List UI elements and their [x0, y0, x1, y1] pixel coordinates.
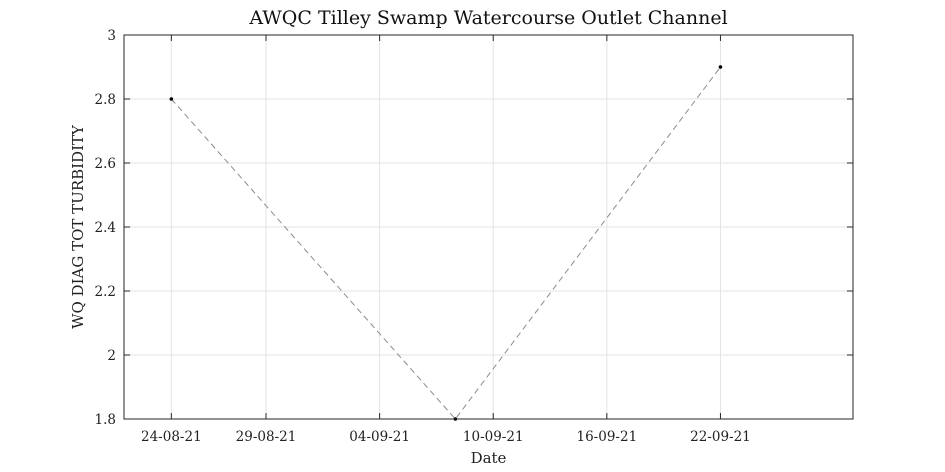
x-tick-label: 16-09-21	[577, 429, 638, 445]
series-line	[170, 66, 721, 420]
y-axis-label: WQ DIAG TOT TURBIDITY	[69, 124, 87, 329]
y-tick-label: 2	[107, 348, 116, 364]
x-tick-label: 24-08-21	[141, 429, 202, 445]
y-tick-label: 2.2	[95, 284, 116, 300]
chart-title: AWQC Tilley Swamp Watercourse Outlet Cha…	[248, 7, 727, 29]
x-tick-label: 22-09-21	[690, 429, 751, 445]
x-tick-label: 29-08-21	[236, 429, 297, 445]
x-tick-label: 04-09-21	[349, 429, 410, 445]
x-axis-label: Date	[471, 449, 507, 467]
y-tick-label: 1.8	[95, 412, 116, 428]
tick-labels: 24-08-21 29-08-21 04-09-21 10-09-21 16-09-21…	[95, 28, 751, 445]
y-tick-label: 2.6	[95, 156, 116, 172]
data-point	[169, 97, 174, 101]
y-tick-label: 2.4	[95, 220, 116, 236]
ticks	[124, 34, 853, 420]
data-point	[718, 65, 723, 69]
y-tick-label: 3	[107, 28, 116, 44]
y-tick-label: 2.8	[95, 92, 116, 108]
x-tick-label: 10-09-21	[463, 429, 524, 445]
